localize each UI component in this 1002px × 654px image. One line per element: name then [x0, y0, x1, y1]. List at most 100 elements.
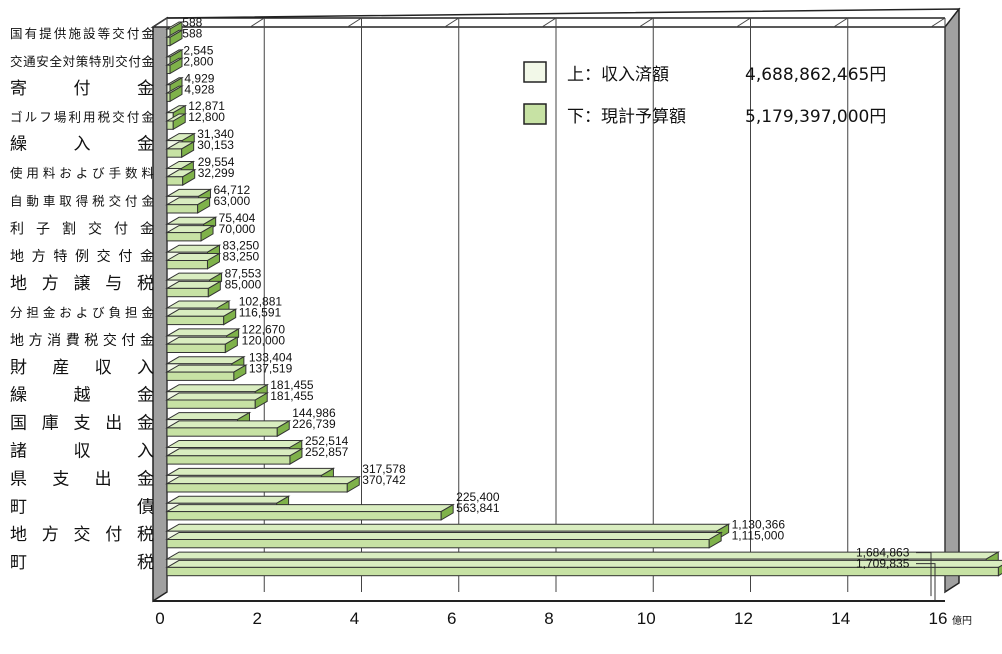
value-label-budget: 181,455 [270, 389, 314, 403]
value-label-budget: 120,000 [242, 333, 286, 347]
bar-budget [165, 113, 188, 131]
value-label-received: 317,578 [362, 462, 406, 476]
value-label-received: 225,400 [456, 490, 500, 504]
grid-floor-line [930, 17, 946, 28]
category-label: 地方交付税 [10, 525, 154, 545]
category-label: 繰 入 金 [10, 135, 154, 155]
category-label: ゴルフ場利用税交付金 [10, 110, 154, 125]
category-label: 国庫支出金 [10, 414, 154, 434]
value-label-budget: 32,299 [198, 166, 235, 180]
value-label-received: 31,340 [197, 127, 234, 141]
legend-label-budget: 下：現計予算額 [567, 107, 686, 127]
x-tick-label: 14 [831, 609, 850, 628]
bar-budget [165, 392, 270, 410]
category-label: 利子割交付金 [10, 220, 154, 237]
bar-budget [165, 308, 238, 326]
value-label-received: 1,130,366 [732, 518, 786, 532]
value-label-received: 181,455 [270, 378, 314, 392]
value-label-budget: 1,709,835 [856, 557, 910, 571]
bar-budget [165, 168, 197, 186]
grid-floor-line [152, 17, 168, 28]
bar-budget [165, 503, 456, 521]
grid-floor-line [541, 17, 557, 28]
bar-budget [165, 141, 196, 159]
value-label-budget: 2,800 [183, 54, 213, 68]
value-label-received: 1,684,863 [856, 546, 910, 560]
value-label-budget: 12,800 [188, 110, 225, 124]
grid-floor-line [833, 17, 849, 28]
category-label: 町債 [10, 497, 154, 517]
left-wall [152, 16, 168, 603]
legend: 上：収入済額 4,688,862,465円 下：現計予算額 5,179,397,… [523, 61, 886, 127]
bar-budget [165, 364, 248, 382]
category-label: 地方特例交付金 [10, 248, 154, 265]
value-label-received: 4,929 [184, 71, 214, 85]
category-label: 地方譲与税 [10, 274, 154, 294]
callout-line [916, 552, 932, 597]
x-axis-ticks: 0 2 4 6 8 10 12 14 16 億円 [155, 609, 972, 628]
legend-swatch-received [523, 61, 547, 83]
category-label: 国有提供施設等交付金 [10, 26, 154, 41]
value-label-budget: 70,000 [219, 222, 256, 236]
category-label: 町税 [10, 553, 154, 573]
value-label-budget: 63,000 [213, 194, 250, 208]
bar-budget [165, 57, 184, 75]
value-label-budget: 4,928 [184, 82, 214, 96]
bar-budget [165, 475, 362, 493]
bar-budget [165, 559, 1002, 577]
right-wall [944, 7, 960, 594]
category-label: 諸収入 [10, 441, 154, 461]
x-tick-label: 10 [637, 609, 656, 628]
value-label-received: 12,871 [188, 99, 225, 113]
category-label: 自動車取得税交付金 [10, 193, 154, 208]
value-label-budget: 116,591 [239, 306, 282, 320]
value-label-received: 144,986 [292, 406, 336, 420]
value-label-budget: 252,857 [305, 445, 349, 459]
category-label: 交通安全対策特別交付金 [10, 54, 154, 69]
bar-budget [165, 336, 240, 354]
value-label-budget: 1,115,000 [732, 529, 785, 543]
callout-line [916, 563, 936, 601]
value-label-received: 588 [182, 16, 202, 30]
bar-budget [165, 85, 184, 103]
x-tick-label: 0 [155, 609, 164, 628]
bar-budget [165, 252, 222, 270]
value-label-received: 87,553 [225, 267, 262, 281]
legend-amount-budget: 5,179,397,000円 [745, 107, 886, 127]
x-tick-label: 12 [734, 609, 753, 628]
value-label-received: 2,545 [183, 43, 213, 57]
grid-floor-line [249, 17, 265, 28]
value-label-received: 102,881 [239, 295, 283, 309]
value-label-budget: 137,519 [249, 361, 293, 375]
legend-swatch-budget [523, 103, 547, 125]
x-tick-label: 8 [544, 609, 553, 628]
bar-budget [165, 224, 215, 242]
x-tick-label: 6 [447, 609, 456, 628]
grid-floor-line [638, 17, 654, 28]
grid-floor-line [444, 17, 460, 28]
value-label-budget: 226,739 [292, 417, 336, 431]
category-label: 繰越金 [10, 386, 154, 406]
category-label: 財産収入 [10, 358, 154, 378]
legend-label-received: 上：収入済額 [567, 65, 669, 85]
bar-budget [165, 29, 184, 47]
grid-floor-line [347, 17, 362, 28]
x-tick-label: 16 [929, 609, 948, 628]
value-label-budget: 588 [182, 27, 202, 41]
legend-amount-received: 4,688,862,465円 [745, 65, 886, 85]
x-unit-label: 億円 [952, 614, 972, 627]
value-label-received: 252,514 [305, 434, 349, 448]
value-label-budget: 85,000 [225, 278, 262, 292]
category-label: 分担金および負担金 [10, 305, 154, 320]
value-label-budget: 370,742 [362, 473, 406, 487]
value-label-budget: 83,250 [222, 250, 259, 264]
category-label: 地方消費税交付金 [10, 332, 154, 349]
bar-budget [165, 420, 292, 438]
category-label: 寄 付 金 [10, 79, 154, 99]
bar-budget [165, 531, 724, 549]
value-label-budget: 30,153 [197, 138, 234, 152]
value-label-received: 75,404 [219, 211, 256, 225]
value-label-received: 83,250 [222, 239, 259, 253]
